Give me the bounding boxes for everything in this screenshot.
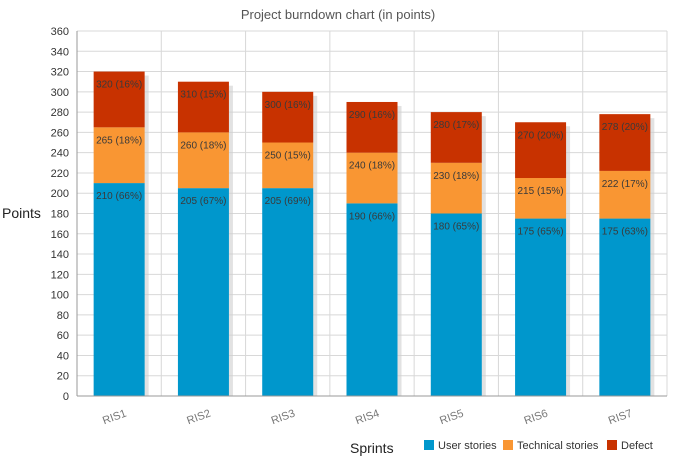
legend-item-technical-stories[interactable]: Technical stories [503,440,599,452]
y-tick-label: 220 [51,168,69,180]
data-label-defect: 280 (17%) [433,120,479,131]
data-label-technical-stories: 265 (18%) [96,135,142,146]
y-tick-label: 80 [57,310,69,322]
x-tick-label: RIS6 [523,408,550,428]
bar-segment-defect[interactable] [177,81,229,133]
bar-segment-defect[interactable] [93,71,145,128]
x-tick-label: RIS5 [438,408,465,428]
data-label-defect: 310 (15%) [180,90,226,101]
chart-title: Project burndown chart (in points) [241,7,435,22]
bar-segment-user-stories[interactable] [93,183,145,396]
y-tick-label: 200 [51,188,69,200]
bars [93,71,651,397]
data-label-technical-stories: 215 (15%) [518,186,564,197]
data-label-defect: 320 (16%) [96,80,142,91]
y-tick-labels: 0 20 40 60 80 100 120 140 160 180 200 220 240 260 280 3… [51,26,69,403]
y-tick-label: 360 [51,26,69,38]
data-label-user-stories: 175 (65%) [518,227,564,238]
y-tick-label: 100 [51,290,69,302]
data-label-defect: 300 (16%) [265,100,311,111]
data-label-user-stories: 210 (66%) [96,191,142,202]
bar-segment-user-stories[interactable] [177,188,229,396]
x-tick-label: RIS1 [101,408,128,428]
data-label-user-stories: 175 (63%) [602,227,648,238]
legend-swatch-defect [607,440,617,450]
bar-segment-defect[interactable] [515,122,567,179]
x-tick-label: RIS3 [270,408,297,428]
legend-item-user-stories[interactable]: User stories [424,440,497,452]
bar-segment-defect[interactable] [262,91,314,143]
bar-segment-technical-stories[interactable] [262,142,314,189]
y-tick-label: 160 [51,229,69,241]
bar-segment-technical-stories[interactable] [93,127,145,184]
y-tick-label: 60 [57,330,69,342]
legend-swatch-technical-stories [503,440,513,450]
y-tick-label: 40 [57,350,69,362]
x-tick-label: RIS4 [354,408,381,428]
axes [76,31,667,397]
data-label-technical-stories: 230 (18%) [433,171,479,182]
y-tick-label: 260 [51,127,69,139]
bar-segment-technical-stories[interactable] [515,178,567,219]
data-label-user-stories: 190 (66%) [349,211,395,222]
y-axis-label: Points [2,205,41,221]
data-label-user-stories: 205 (69%) [265,196,311,207]
x-tick-label: RIS2 [185,408,212,428]
bar-segment-technical-stories[interactable] [177,132,229,189]
y-tick-label: 320 [51,67,69,79]
x-axis-label: Sprints [350,440,394,456]
data-label-user-stories: 205 (67%) [180,196,226,207]
x-tick-labels: RIS1 RIS2 RIS3 RIS4 RIS5 RIS6 RIS7 [101,408,634,428]
y-tick-label: 140 [51,249,69,261]
y-tick-label: 120 [51,269,69,281]
data-label-technical-stories: 240 (18%) [349,161,395,172]
x-tick-label: RIS7 [607,408,634,428]
bar-segment-technical-stories[interactable] [430,162,482,214]
bar-segment-defect[interactable] [430,112,482,163]
data-label-technical-stories: 222 (17%) [602,179,648,190]
legend-label-user-stories: User stories [438,440,497,452]
data-label-user-stories: 180 (65%) [433,222,479,233]
legend-item-defect[interactable]: Defect [607,440,653,452]
data-labels: 210 (66%) 265 (18%) 320 (16%) 205 (67%) 260 … [96,80,648,238]
legend-label-technical-stories: Technical stories [517,440,599,452]
data-label-defect: 278 (20%) [602,122,648,133]
bar-segment-technical-stories[interactable] [346,152,398,204]
bar-segment-technical-stories[interactable] [599,170,651,219]
legend-label-defect: Defect [621,440,653,452]
data-label-defect: 290 (16%) [349,110,395,121]
legend-swatch-user-stories [424,440,434,450]
y-tick-label: 20 [57,371,69,383]
bar-segment-user-stories[interactable] [430,213,482,397]
data-label-technical-stories: 250 (15%) [265,151,311,162]
bar-segment-user-stories[interactable] [599,218,651,396]
bar-segment-defect[interactable] [346,101,398,153]
y-tick-label: 180 [51,209,69,221]
bar-segment-defect[interactable] [599,114,651,171]
bar-segment-user-stories[interactable] [346,203,398,396]
y-tick-label: 0 [63,391,69,403]
y-tick-label: 300 [51,87,69,99]
y-tick-label: 340 [51,46,69,58]
bar-segment-user-stories[interactable] [262,188,314,396]
y-tick-label: 240 [51,148,69,160]
bar-segment-user-stories[interactable] [515,218,567,396]
y-tick-label: 280 [51,107,69,119]
data-label-defect: 270 (20%) [518,130,564,141]
data-label-technical-stories: 260 (18%) [180,140,226,151]
legend: User stories Technical stories Defect [424,440,653,452]
